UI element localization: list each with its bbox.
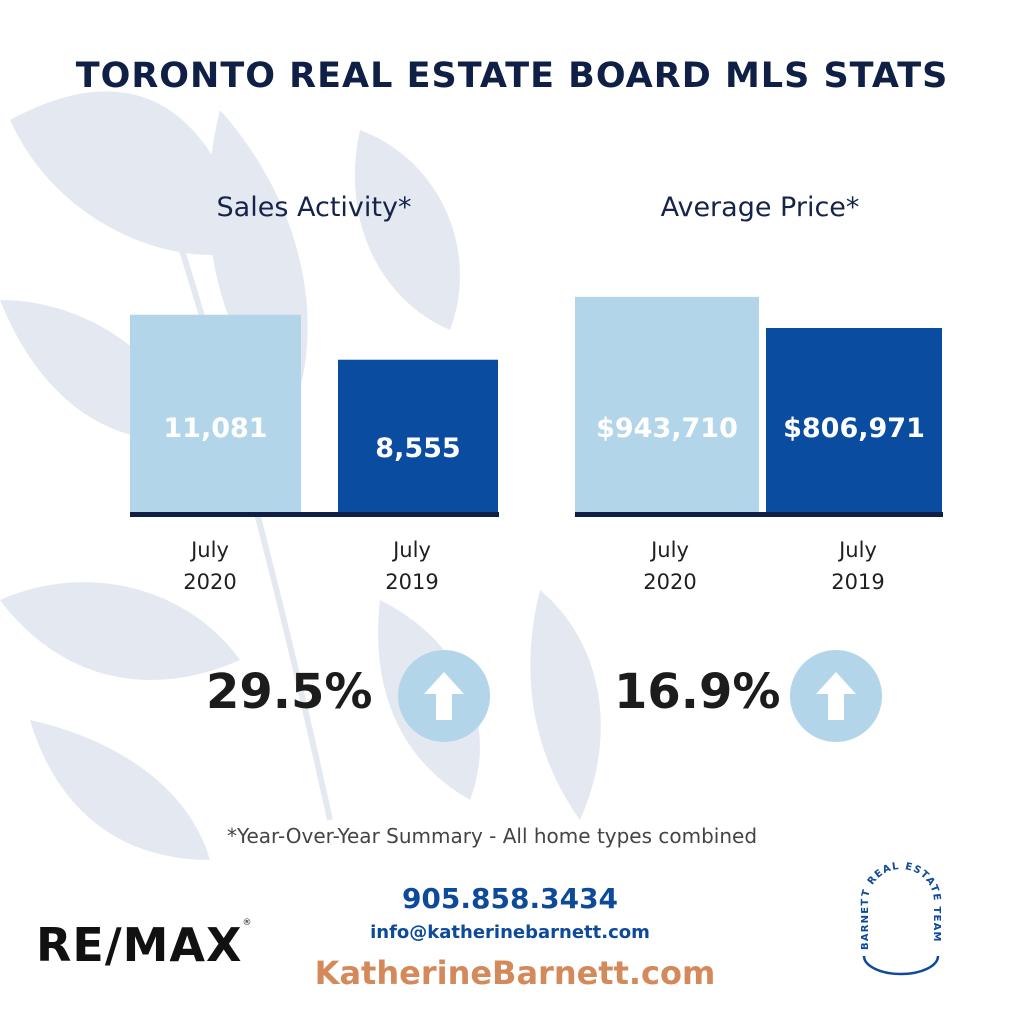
remax-logo: RE/MAX® [36,918,253,972]
x-axis-baseline [130,512,499,517]
sales-change-percent: 29.5% [206,664,373,720]
barnett-team-logo: BARNETT REAL ESTATE TEAM [860,861,942,976]
x-tick-label: July 2020 [643,538,697,594]
leaf-shape [30,720,210,860]
bar-price-2020 [575,296,759,512]
leaf-shape [0,582,240,680]
x-tick-label: July 2020 [183,538,237,594]
email-link[interactable]: info@katherinebarnett.com [370,922,650,943]
bar-sales-2019 [338,359,498,512]
bar-sales-2020 [130,314,301,512]
page-title: TORONTO REAL ESTATE BOARD MLS STATS [75,56,949,96]
svg-text:BARNETT REAL ESTATE TEAM: BARNETT REAL ESTATE TEAM [860,861,942,950]
phone-number[interactable]: 905.858.3434 [401,882,619,915]
leaf-shape [530,590,601,820]
x-axis-baseline [575,512,943,517]
leaf-shape [10,91,250,255]
bar-value-label: 8,555 [375,433,460,464]
footnote: *Year-Over-Year Summary - All home types… [226,824,758,848]
leaf-shape [354,130,460,330]
x-tick-label: July 2019 [831,538,885,594]
sales-up-arrow-icon [398,650,490,742]
chart-title-sales: Sales Activity* [216,192,412,223]
price-change-percent: 16.9% [614,664,781,720]
chart-title-price: Average Price* [660,192,860,223]
website-link[interactable]: KatherineBarnett.com [314,954,716,992]
x-tick-label: July 2019 [385,538,439,594]
bar-value-label: $943,710 [596,413,738,444]
bar-value-label: $806,971 [783,413,925,444]
bar-price-2019 [766,328,942,512]
price-up-arrow-icon [790,650,882,742]
bar-value-label: 11,081 [163,413,267,444]
